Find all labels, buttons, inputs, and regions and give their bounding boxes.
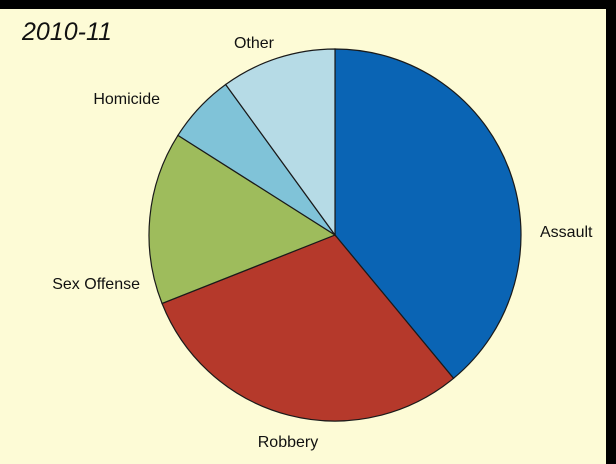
right-border <box>606 0 616 464</box>
pie-slice-robbery <box>161 234 455 422</box>
slice-label-sex-offense: Sex Offense <box>52 276 140 293</box>
slice-label-assault: Assault <box>540 224 593 241</box>
slice-label-other: Other <box>234 35 275 52</box>
pie-slice-other <box>224 48 336 237</box>
slice-label-homicide: Homicide <box>93 91 160 108</box>
chart-title: 2010-11 <box>22 18 112 46</box>
slice-label-robbery: Robbery <box>258 434 318 451</box>
pie-slice-sex-offense <box>148 134 337 305</box>
pie-slice-assault <box>334 48 522 380</box>
top-border <box>0 0 616 9</box>
